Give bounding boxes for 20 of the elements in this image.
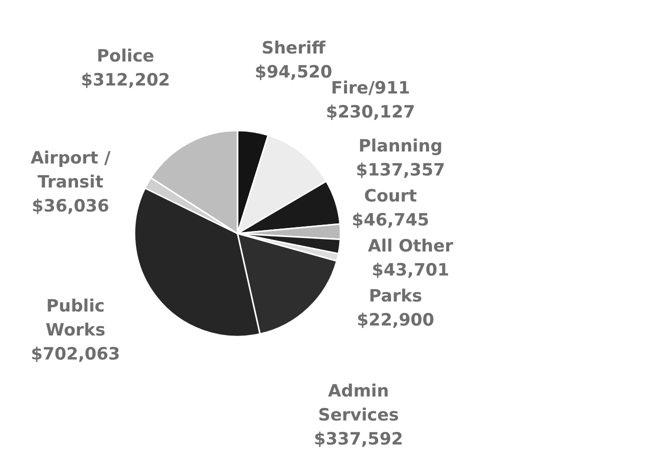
slice-label: All Other <box>368 236 454 256</box>
slice-label: Planning <box>358 136 443 156</box>
data-label: $137,357 <box>356 160 446 180</box>
data-label: $312,202 <box>80 70 170 90</box>
data-label: $43,701 <box>372 260 450 280</box>
slice-label: Police <box>96 46 154 66</box>
slice-label: Airport / Transit <box>30 148 112 192</box>
data-label: $36,036 <box>32 196 110 216</box>
slice-label: Sheriff <box>262 38 326 58</box>
data-label: $94,520 <box>254 62 332 82</box>
data-label: $702,063 <box>30 344 120 364</box>
slice-label: Admin Services <box>318 382 399 426</box>
slice-label: Public Works <box>46 296 106 340</box>
slice-label: Parks <box>368 286 422 306</box>
slice-label: Fire/911 <box>330 78 410 98</box>
data-label: $46,745 <box>352 210 430 230</box>
slice-label: Court <box>364 186 417 206</box>
data-label: $22,900 <box>356 310 434 330</box>
data-label: $337,592 <box>314 430 404 450</box>
data-label: $230,127 <box>326 102 416 122</box>
